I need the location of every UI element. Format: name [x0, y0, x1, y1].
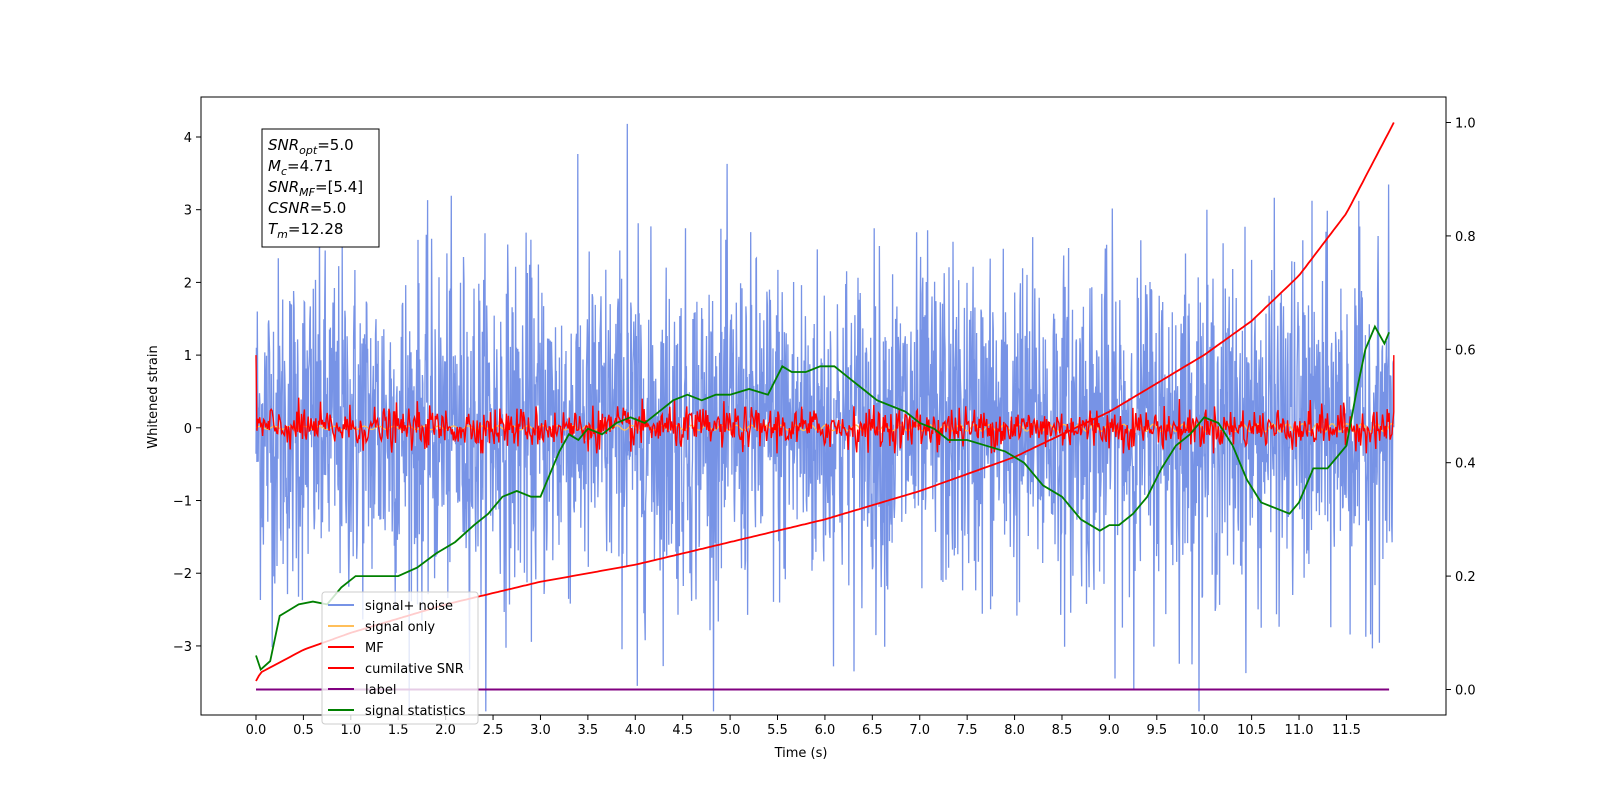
y-tick-label: 0: [184, 422, 192, 437]
x-tick-label: 5.0: [720, 723, 741, 738]
y2-tick-label: 0.2: [1455, 570, 1476, 585]
info-value: =[5.4]: [315, 178, 363, 196]
y-tick-label: −2: [173, 567, 192, 582]
legend-label: signal statistics: [365, 704, 466, 719]
y2-tick-label: 0.6: [1455, 343, 1476, 358]
x-tick-label: 4.5: [672, 723, 693, 738]
x-tick-label: 0.5: [293, 723, 314, 738]
x-tick-label: 10.5: [1237, 723, 1266, 738]
info-line: SNRopt=5.0: [268, 136, 354, 157]
x-tick-label: 8.5: [1052, 723, 1073, 738]
x-tick-label: 5.5: [767, 723, 788, 738]
x-tick-label: 10.0: [1190, 723, 1219, 738]
series-signal-noise: [255, 123, 1395, 712]
x-tick-label: 9.5: [1146, 723, 1167, 738]
x-tick-label: 0.0: [246, 723, 267, 738]
legend-label: MF: [365, 641, 384, 656]
x-tick-label: 9.0: [1099, 723, 1120, 738]
y-tick-label: −3: [173, 640, 192, 655]
y2-tick-label: 0.4: [1455, 457, 1476, 472]
y2-tick-label: 1.0: [1455, 117, 1476, 132]
x-tick-label: 3.5: [578, 723, 599, 738]
info-symbol: M: [268, 157, 281, 175]
info-line: Tm=12.28: [268, 220, 343, 241]
x-tick-label: 11.0: [1285, 723, 1314, 738]
info-symbol: SNR: [268, 136, 299, 154]
x-tick-label: 8.0: [1004, 723, 1025, 738]
y-tick-label: 3: [184, 204, 192, 219]
legend-label: signal+ noise: [365, 599, 453, 614]
info-box-frame: [261, 128, 380, 248]
y-tick-label: 1: [184, 349, 192, 364]
axes-frame: [200, 96, 1447, 716]
y-axis-label: Whitened strain: [146, 345, 161, 448]
x-axis-label: Time (s): [774, 746, 828, 761]
info-subscript: MF: [299, 186, 315, 199]
y2-tick-label: 0.0: [1455, 683, 1476, 698]
legend-frame: [321, 591, 479, 725]
legend-label: signal only: [365, 620, 435, 635]
info-value: =4.71: [287, 157, 333, 175]
legend: signal+ noise signal only MF cumilative SNR…: [321, 591, 479, 725]
info-symbol: T: [268, 220, 279, 238]
info-value: =5.0: [310, 199, 346, 217]
info-symbol: CSNR: [268, 199, 310, 217]
x-tick-label: 1.5: [388, 723, 409, 738]
x-tick-label: 2.5: [483, 723, 504, 738]
x-tick-label: 7.5: [957, 723, 978, 738]
series-signal-statistics: [255, 324, 1390, 672]
x-tick-label: 3.0: [530, 723, 551, 738]
info-value: =12.28: [288, 220, 344, 238]
legend-label: cumilative SNR: [365, 662, 464, 677]
x-tick-label: 2.0: [435, 723, 456, 738]
series-mf: [255, 355, 1395, 454]
x-tick-label: 6.0: [815, 723, 836, 738]
info-subscript: opt: [299, 144, 318, 157]
y2-tick-label: 0.8: [1455, 230, 1476, 245]
x-tick-label: 6.5: [862, 723, 883, 738]
y-tick-label: 4: [184, 131, 192, 146]
info-line: Mc=4.71: [268, 157, 333, 178]
info-symbol: SNR: [268, 178, 299, 196]
info-box: SNRopt=5.0Mc=4.71SNRMF=[5.4]CSNR=5.0Tm=1…: [261, 128, 380, 248]
legend-label: label: [365, 683, 396, 698]
x-tick-label: 4.0: [625, 723, 646, 738]
x-tick-label: 11.5: [1332, 723, 1361, 738]
info-subscript: m: [277, 228, 288, 241]
info-line: SNRMF=[5.4]: [268, 178, 363, 199]
y-tick-label: 2: [184, 276, 192, 291]
info-line: CSNR=5.0: [268, 199, 346, 217]
info-value: =5.0: [317, 136, 353, 154]
x-tick-label: 1.0: [340, 723, 361, 738]
x-tick-label: 7.0: [909, 723, 930, 738]
info-subscript: c: [281, 165, 287, 178]
axes: 0.0 0.5 1.0 1.5 2.0 2.5 3.0 3.5 4.0 4.5 5.0 5.5 6.0 6…: [173, 96, 1476, 738]
y-tick-label: −1: [173, 495, 192, 510]
